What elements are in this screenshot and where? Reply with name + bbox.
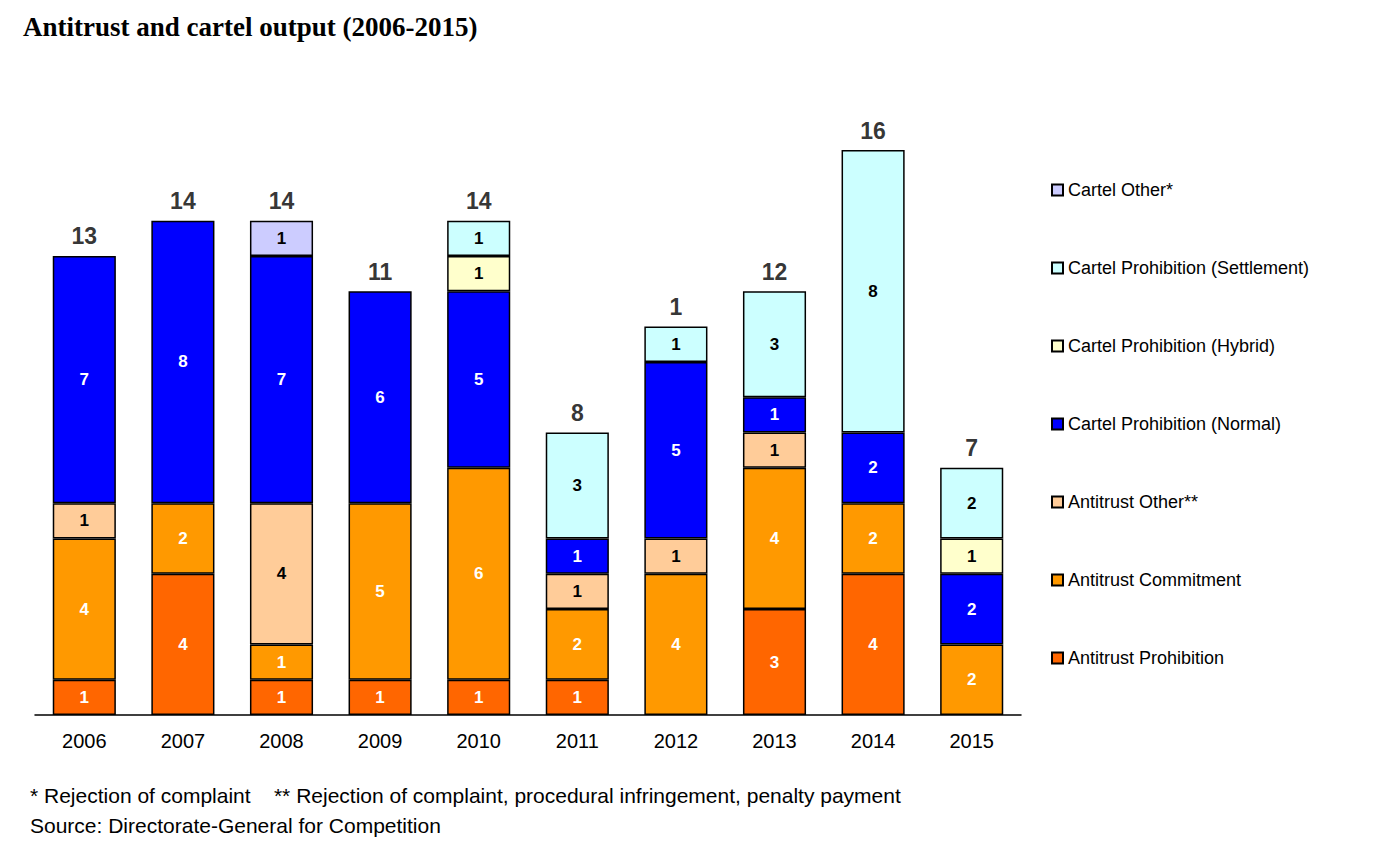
svg-text:2006: 2006 bbox=[62, 730, 107, 752]
svg-text:1: 1 bbox=[474, 688, 483, 707]
svg-text:4: 4 bbox=[671, 635, 681, 654]
svg-text:Source: Directorate-General fo: Source: Directorate-General for Competit… bbox=[30, 814, 441, 837]
svg-text:7: 7 bbox=[965, 435, 978, 461]
svg-text:2013: 2013 bbox=[752, 730, 797, 752]
svg-text:2: 2 bbox=[967, 600, 976, 619]
svg-text:4: 4 bbox=[277, 564, 287, 583]
svg-text:1: 1 bbox=[277, 229, 286, 248]
svg-text:7: 7 bbox=[277, 370, 286, 389]
svg-text:1: 1 bbox=[671, 335, 680, 354]
svg-text:Cartel Other*: Cartel Other* bbox=[1068, 180, 1173, 200]
svg-text:2: 2 bbox=[573, 635, 582, 654]
svg-text:2015: 2015 bbox=[949, 730, 994, 752]
svg-text:1: 1 bbox=[80, 688, 89, 707]
svg-text:Cartel Prohibition (Hybrid): Cartel Prohibition (Hybrid) bbox=[1068, 336, 1275, 356]
svg-text:5: 5 bbox=[671, 441, 680, 460]
svg-text:4: 4 bbox=[80, 600, 90, 619]
svg-text:1: 1 bbox=[671, 547, 680, 566]
svg-text:4: 4 bbox=[178, 635, 188, 654]
svg-text:3: 3 bbox=[770, 335, 779, 354]
svg-text:Antitrust Commitment: Antitrust Commitment bbox=[1068, 570, 1241, 590]
svg-text:2012: 2012 bbox=[654, 730, 699, 752]
svg-text:1: 1 bbox=[474, 264, 483, 283]
svg-text:Antitrust Other**: Antitrust Other** bbox=[1068, 492, 1198, 512]
svg-text:3: 3 bbox=[573, 476, 582, 495]
svg-text:2: 2 bbox=[178, 529, 187, 548]
svg-text:1: 1 bbox=[670, 294, 683, 320]
svg-text:1: 1 bbox=[277, 688, 286, 707]
svg-text:2: 2 bbox=[868, 529, 877, 548]
svg-text:14: 14 bbox=[269, 188, 295, 214]
svg-text:14: 14 bbox=[170, 188, 196, 214]
svg-text:1: 1 bbox=[277, 653, 286, 672]
svg-text:4: 4 bbox=[868, 635, 878, 654]
svg-text:16: 16 bbox=[860, 118, 886, 144]
svg-text:2014: 2014 bbox=[851, 730, 896, 752]
svg-text:1: 1 bbox=[770, 441, 779, 460]
svg-text:1: 1 bbox=[375, 688, 384, 707]
svg-text:2010: 2010 bbox=[456, 730, 501, 752]
svg-text:Cartel Prohibition (Settlement: Cartel Prohibition (Settlement) bbox=[1068, 258, 1309, 278]
svg-text:5: 5 bbox=[474, 370, 483, 389]
svg-text:1: 1 bbox=[967, 547, 976, 566]
svg-text:* Rejection of complaint **: * Rejection of complaint ** Rejection of… bbox=[30, 784, 901, 807]
svg-text:14: 14 bbox=[466, 188, 492, 214]
svg-text:12: 12 bbox=[762, 259, 788, 285]
svg-text:1: 1 bbox=[573, 688, 582, 707]
svg-text:5: 5 bbox=[375, 582, 384, 601]
svg-text:6: 6 bbox=[474, 564, 483, 583]
svg-text:Antitrust Prohibition: Antitrust Prohibition bbox=[1068, 648, 1224, 668]
svg-text:11: 11 bbox=[368, 259, 393, 285]
svg-text:7: 7 bbox=[80, 370, 89, 389]
svg-text:8: 8 bbox=[178, 352, 187, 371]
svg-text:1: 1 bbox=[573, 582, 582, 601]
svg-text:4: 4 bbox=[770, 529, 780, 548]
svg-text:13: 13 bbox=[72, 223, 98, 249]
svg-text:2: 2 bbox=[967, 494, 976, 513]
svg-text:1: 1 bbox=[474, 229, 483, 248]
svg-text:2008: 2008 bbox=[259, 730, 304, 752]
svg-text:2009: 2009 bbox=[358, 730, 403, 752]
svg-text:6: 6 bbox=[375, 388, 384, 407]
svg-text:2007: 2007 bbox=[161, 730, 206, 752]
svg-text:8: 8 bbox=[868, 282, 877, 301]
svg-text:1: 1 bbox=[770, 405, 779, 424]
svg-text:Cartel Prohibition (Normal): Cartel Prohibition (Normal) bbox=[1068, 414, 1281, 434]
svg-text:8: 8 bbox=[571, 400, 584, 426]
svg-text:3: 3 bbox=[770, 653, 779, 672]
svg-text:2: 2 bbox=[868, 458, 877, 477]
svg-text:2011: 2011 bbox=[556, 730, 599, 752]
svg-text:1: 1 bbox=[573, 547, 582, 566]
svg-text:2: 2 bbox=[967, 670, 976, 689]
svg-text:Antitrust and cartel output (2: Antitrust and cartel output (2006-2015) bbox=[23, 12, 477, 42]
svg-text:1: 1 bbox=[80, 511, 89, 530]
